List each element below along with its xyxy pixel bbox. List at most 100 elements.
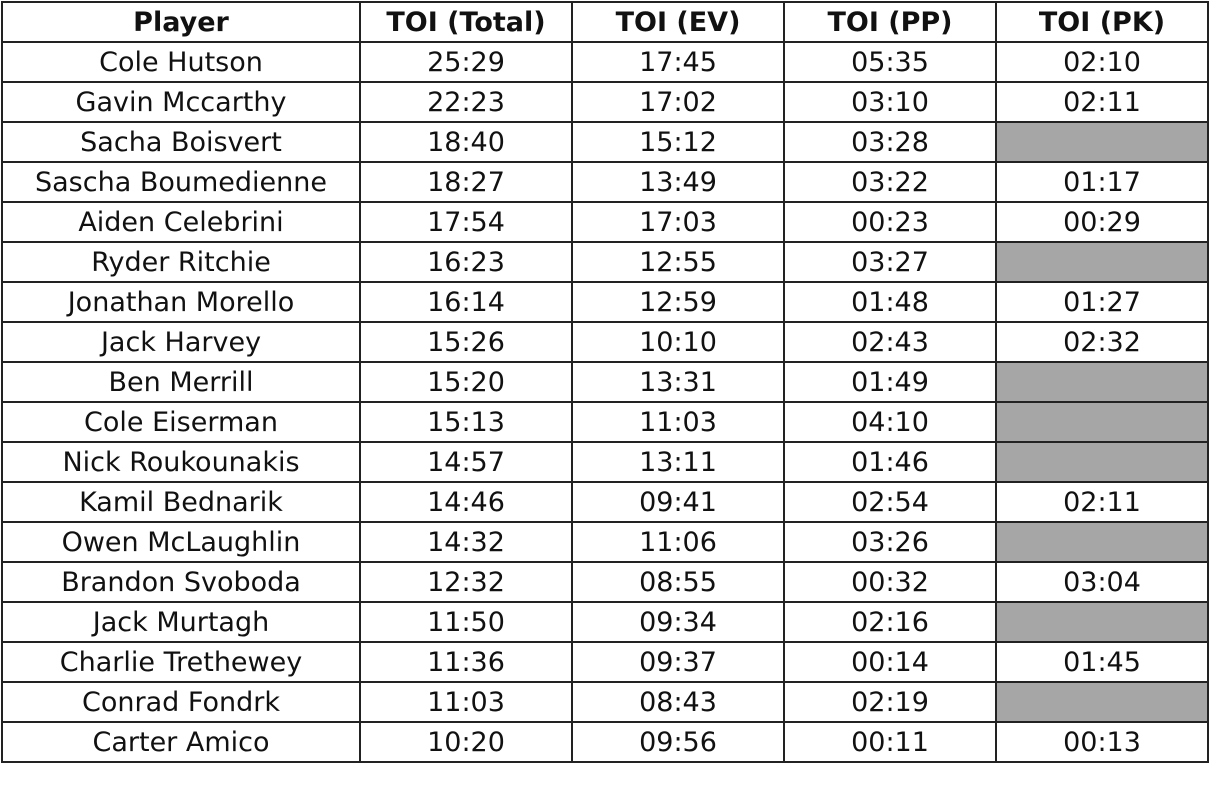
- player-cell: Ryder Ritchie: [1, 241, 361, 283]
- time-cell: 17:45: [571, 41, 785, 83]
- time-cell: 02:11: [995, 81, 1209, 123]
- table-row: Ben Merrill 15:20 13:31 01:49: [1, 361, 1209, 403]
- time-cell: 25:29: [359, 41, 573, 83]
- player-cell: Jack Murtagh: [1, 601, 361, 643]
- table-row: Gavin Mccarthy 22:23 17:02 03:10 02:11: [1, 81, 1209, 123]
- player-cell: Jack Harvey: [1, 321, 361, 363]
- table-row: Charlie Trethewey 11:36 09:37 00:14 01:45: [1, 641, 1209, 683]
- table-row: Aiden Celebrini 17:54 17:03 00:23 00:29: [1, 201, 1209, 243]
- time-cell: 13:31: [571, 361, 785, 403]
- table-row: Cole Hutson 25:29 17:45 05:35 02:10: [1, 41, 1209, 83]
- header-row: Player TOI (Total) TOI (EV) TOI (PP) TOI (PK…: [1, 1, 1209, 43]
- empty-cell: [995, 681, 1209, 723]
- player-cell: Jonathan Morello: [1, 281, 361, 323]
- time-cell: 12:59: [571, 281, 785, 323]
- table-row: Ryder Ritchie 16:23 12:55 03:27: [1, 241, 1209, 283]
- table-row: Jack Harvey 15:26 10:10 02:43 02:32: [1, 321, 1209, 363]
- time-cell: 11:03: [359, 681, 573, 723]
- toi-table: Player TOI (Total) TOI (EV) TOI (PP) TOI (PK…: [1, 1, 1209, 763]
- time-cell: 03:04: [995, 561, 1209, 603]
- empty-cell: [995, 241, 1209, 283]
- time-cell: 04:10: [783, 401, 997, 443]
- time-cell: 02:32: [995, 321, 1209, 363]
- empty-cell: [995, 401, 1209, 443]
- time-cell: 00:13: [995, 721, 1209, 763]
- table-row: Brandon Svoboda 12:32 08:55 00:32 03:04: [1, 561, 1209, 603]
- time-cell: 01:48: [783, 281, 997, 323]
- time-cell: 00:11: [783, 721, 997, 763]
- time-cell: 11:06: [571, 521, 785, 563]
- time-cell: 11:36: [359, 641, 573, 683]
- player-cell: Cole Eiserman: [1, 401, 361, 443]
- empty-cell: [995, 441, 1209, 483]
- time-cell: 09:56: [571, 721, 785, 763]
- time-cell: 12:32: [359, 561, 573, 603]
- time-cell: 11:50: [359, 601, 573, 643]
- empty-cell: [995, 601, 1209, 643]
- time-cell: 01:49: [783, 361, 997, 403]
- table-row: Nick Roukounakis 14:57 13:11 01:46: [1, 441, 1209, 483]
- time-cell: 00:14: [783, 641, 997, 683]
- header-cell: TOI (Total): [359, 1, 573, 43]
- time-cell: 15:26: [359, 321, 573, 363]
- time-cell: 13:49: [571, 161, 785, 203]
- table-row: Jack Murtagh 11:50 09:34 02:16: [1, 601, 1209, 643]
- table-row: Sascha Boumedienne 18:27 13:49 03:22 01:17: [1, 161, 1209, 203]
- header-cell: TOI (EV): [571, 1, 785, 43]
- time-cell: 18:40: [359, 121, 573, 163]
- time-cell: 13:11: [571, 441, 785, 483]
- time-cell: 15:13: [359, 401, 573, 443]
- table-row: Jonathan Morello 16:14 12:59 01:48 01:27: [1, 281, 1209, 323]
- player-cell: Charlie Trethewey: [1, 641, 361, 683]
- time-cell: 14:57: [359, 441, 573, 483]
- time-cell: 03:28: [783, 121, 997, 163]
- time-cell: 17:03: [571, 201, 785, 243]
- time-cell: 15:12: [571, 121, 785, 163]
- header-cell: Player: [1, 1, 361, 43]
- player-cell: Gavin Mccarthy: [1, 81, 361, 123]
- time-cell: 02:11: [995, 481, 1209, 523]
- time-cell: 03:22: [783, 161, 997, 203]
- time-cell: 22:23: [359, 81, 573, 123]
- header-cell: TOI (PP): [783, 1, 997, 43]
- time-cell: 03:10: [783, 81, 997, 123]
- time-cell: 12:55: [571, 241, 785, 283]
- player-cell: Cole Hutson: [1, 41, 361, 83]
- time-cell: 01:17: [995, 161, 1209, 203]
- time-cell: 17:02: [571, 81, 785, 123]
- player-cell: Carter Amico: [1, 721, 361, 763]
- player-cell: Sacha Boisvert: [1, 121, 361, 163]
- player-cell: Nick Roukounakis: [1, 441, 361, 483]
- time-cell: 10:20: [359, 721, 573, 763]
- player-cell: Ben Merrill: [1, 361, 361, 403]
- time-cell: 01:46: [783, 441, 997, 483]
- time-cell: 02:43: [783, 321, 997, 363]
- table-row: Owen McLaughlin 14:32 11:06 03:26: [1, 521, 1209, 563]
- time-cell: 02:16: [783, 601, 997, 643]
- time-cell: 09:41: [571, 481, 785, 523]
- table-row: Kamil Bednarik 14:46 09:41 02:54 02:11: [1, 481, 1209, 523]
- time-cell: 16:14: [359, 281, 573, 323]
- player-cell: Conrad Fondrk: [1, 681, 361, 723]
- time-cell: 05:35: [783, 41, 997, 83]
- table-row: Sacha Boisvert 18:40 15:12 03:28: [1, 121, 1209, 163]
- empty-cell: [995, 361, 1209, 403]
- time-cell: 15:20: [359, 361, 573, 403]
- time-cell: 10:10: [571, 321, 785, 363]
- time-cell: 08:43: [571, 681, 785, 723]
- time-cell: 03:27: [783, 241, 997, 283]
- time-cell: 00:32: [783, 561, 997, 603]
- empty-cell: [995, 521, 1209, 563]
- time-cell: 08:55: [571, 561, 785, 603]
- time-cell: 01:45: [995, 641, 1209, 683]
- empty-cell: [995, 121, 1209, 163]
- time-cell: 14:46: [359, 481, 573, 523]
- player-cell: Aiden Celebrini: [1, 201, 361, 243]
- time-cell: 09:34: [571, 601, 785, 643]
- time-cell: 18:27: [359, 161, 573, 203]
- table-row: Conrad Fondrk 11:03 08:43 02:19: [1, 681, 1209, 723]
- time-cell: 02:10: [995, 41, 1209, 83]
- time-cell: 17:54: [359, 201, 573, 243]
- table-row: Carter Amico 10:20 09:56 00:11 00:13: [1, 721, 1209, 763]
